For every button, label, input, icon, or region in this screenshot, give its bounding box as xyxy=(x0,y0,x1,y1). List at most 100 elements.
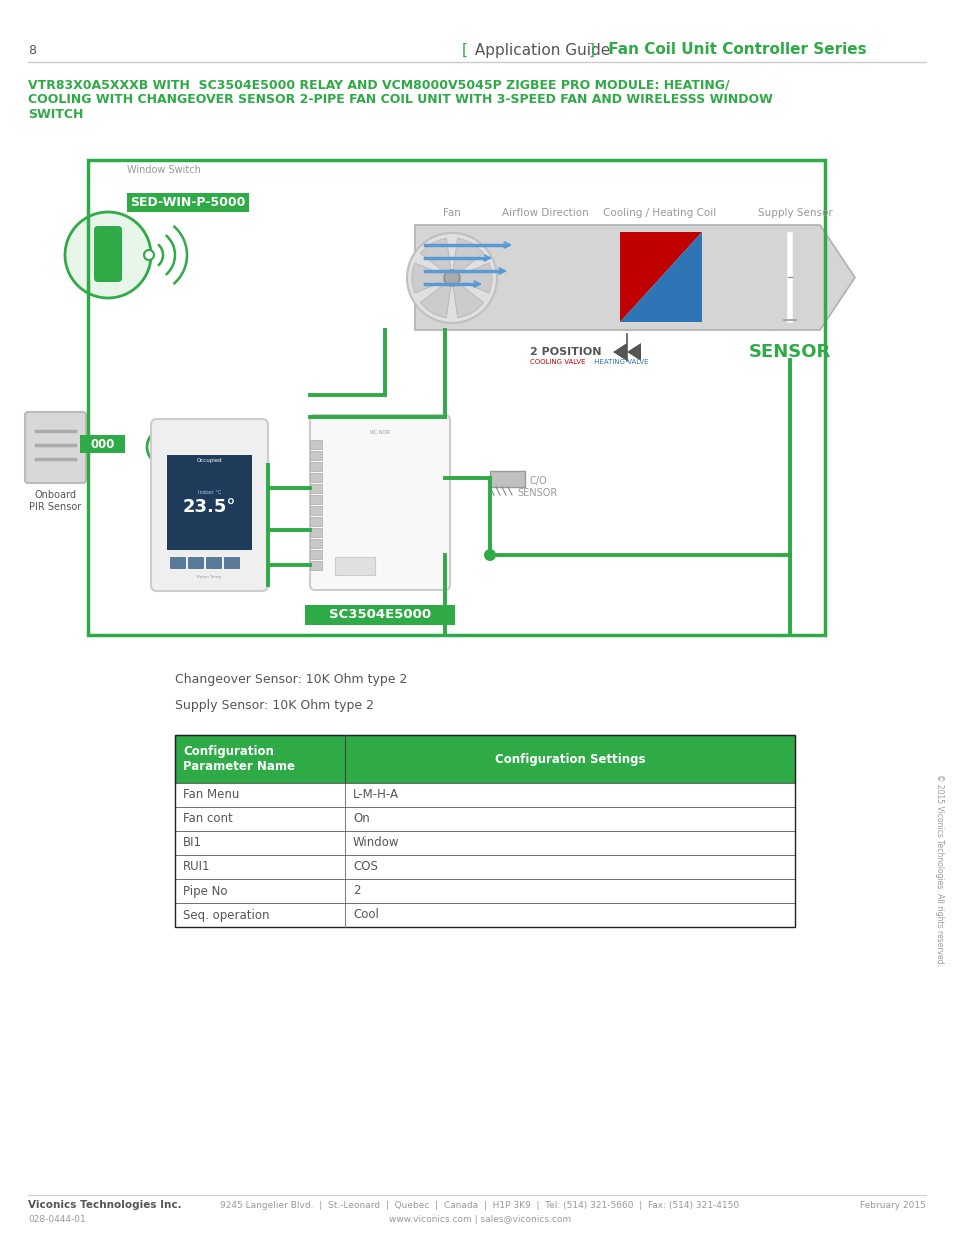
Text: C/O
SENSOR: C/O SENSOR xyxy=(517,475,558,498)
Circle shape xyxy=(147,429,183,466)
Wedge shape xyxy=(452,263,492,293)
FancyBboxPatch shape xyxy=(80,435,125,453)
FancyBboxPatch shape xyxy=(127,193,249,212)
Text: Airflow Direction: Airflow Direction xyxy=(501,207,588,219)
FancyBboxPatch shape xyxy=(310,529,322,537)
Text: Configuration Settings: Configuration Settings xyxy=(495,752,644,766)
Text: Pipe No: Pipe No xyxy=(183,884,227,898)
Text: Fan: Fan xyxy=(442,207,460,219)
FancyBboxPatch shape xyxy=(174,783,794,806)
FancyBboxPatch shape xyxy=(167,454,252,550)
Text: ]: ] xyxy=(588,42,595,58)
Text: Onboard
PIR Sensor: Onboard PIR Sensor xyxy=(30,490,82,511)
Wedge shape xyxy=(420,238,452,278)
FancyBboxPatch shape xyxy=(310,495,322,504)
Text: Configuration
Parameter Name: Configuration Parameter Name xyxy=(183,745,294,773)
Text: COOLING VALVE: COOLING VALVE xyxy=(530,359,585,366)
Text: 000: 000 xyxy=(91,437,114,451)
FancyBboxPatch shape xyxy=(310,538,322,548)
Text: VTR83X0A5XXXB WITH  SC3504E5000 RELAY AND VCM8000V5045P ZIGBEE PRO MODULE: HEATI: VTR83X0A5XXXB WITH SC3504E5000 RELAY AND… xyxy=(28,78,729,91)
Wedge shape xyxy=(452,238,483,278)
Polygon shape xyxy=(613,343,626,361)
FancyBboxPatch shape xyxy=(249,193,254,212)
Text: SED-WIN-P-5000: SED-WIN-P-5000 xyxy=(131,196,246,209)
Text: February 2015: February 2015 xyxy=(860,1200,925,1209)
Text: Fan Menu: Fan Menu xyxy=(183,788,239,802)
Text: Seq. operation: Seq. operation xyxy=(183,909,269,921)
FancyBboxPatch shape xyxy=(310,462,322,471)
Text: Fan Coil Unit Controller Series: Fan Coil Unit Controller Series xyxy=(602,42,865,58)
FancyBboxPatch shape xyxy=(490,471,524,487)
FancyBboxPatch shape xyxy=(174,831,794,855)
FancyBboxPatch shape xyxy=(305,605,455,625)
Text: [: [ xyxy=(461,42,468,58)
FancyBboxPatch shape xyxy=(310,440,322,450)
Text: SWITCH: SWITCH xyxy=(28,107,83,121)
Text: 2 POSITION: 2 POSITION xyxy=(530,347,601,357)
FancyBboxPatch shape xyxy=(174,879,794,903)
FancyBboxPatch shape xyxy=(310,415,450,590)
Text: COOLING WITH CHANGEOVER SENSOR 2-PIPE FAN COIL UNIT WITH 3-SPEED FAN AND WIRELES: COOLING WITH CHANGEOVER SENSOR 2-PIPE FA… xyxy=(28,93,772,106)
FancyBboxPatch shape xyxy=(310,561,322,571)
Wedge shape xyxy=(412,263,452,293)
Text: VIC.NOR: VIC.NOR xyxy=(370,430,390,435)
FancyBboxPatch shape xyxy=(174,855,794,879)
Circle shape xyxy=(443,270,459,287)
Text: SENSOR: SENSOR xyxy=(748,343,830,361)
Wedge shape xyxy=(452,278,483,317)
Text: COS: COS xyxy=(353,861,377,873)
Circle shape xyxy=(483,550,496,561)
Text: Indoor °C: Indoor °C xyxy=(197,490,221,495)
FancyBboxPatch shape xyxy=(224,557,240,569)
Text: 23.5°: 23.5° xyxy=(183,499,236,516)
FancyBboxPatch shape xyxy=(151,419,268,592)
Text: Window Switch: Window Switch xyxy=(127,165,201,175)
FancyBboxPatch shape xyxy=(170,557,186,569)
FancyBboxPatch shape xyxy=(174,806,794,831)
FancyBboxPatch shape xyxy=(310,484,322,493)
Text: SC3504E5000: SC3504E5000 xyxy=(329,609,431,621)
Text: On: On xyxy=(353,813,370,825)
Text: 8: 8 xyxy=(28,43,36,57)
Text: 9245 Langelier Blvd.  |  St.-Leonard  |  Quebec  |  Canada  |  H1P 3K9  |  Tel: : 9245 Langelier Blvd. | St.-Leonard | Que… xyxy=(220,1200,739,1209)
FancyBboxPatch shape xyxy=(310,473,322,482)
Polygon shape xyxy=(619,232,701,322)
Polygon shape xyxy=(619,232,701,322)
FancyBboxPatch shape xyxy=(310,550,322,559)
FancyBboxPatch shape xyxy=(174,903,794,927)
Text: L-M-H-A: L-M-H-A xyxy=(353,788,398,802)
FancyBboxPatch shape xyxy=(310,451,322,459)
Circle shape xyxy=(144,249,153,261)
Text: RUI1: RUI1 xyxy=(183,861,211,873)
Text: Changeover Sensor: 10K Ohm type 2: Changeover Sensor: 10K Ohm type 2 xyxy=(174,673,407,687)
Text: Cooling / Heating Coil: Cooling / Heating Coil xyxy=(602,207,716,219)
FancyBboxPatch shape xyxy=(335,557,375,576)
FancyBboxPatch shape xyxy=(174,735,794,783)
FancyBboxPatch shape xyxy=(310,506,322,515)
FancyBboxPatch shape xyxy=(25,412,86,483)
Text: Supply Sensor: Supply Sensor xyxy=(757,207,832,219)
Text: Supply Sensor: 10K Ohm type 2: Supply Sensor: 10K Ohm type 2 xyxy=(174,699,374,711)
FancyBboxPatch shape xyxy=(94,226,122,282)
Text: BI1: BI1 xyxy=(183,836,202,850)
Text: HEATING VALVE: HEATING VALVE xyxy=(592,359,648,366)
Text: Fan cont: Fan cont xyxy=(183,813,233,825)
FancyBboxPatch shape xyxy=(206,557,222,569)
Text: Window: Window xyxy=(353,836,399,850)
Circle shape xyxy=(407,233,497,324)
Text: Cool: Cool xyxy=(353,909,378,921)
Text: Occupied: Occupied xyxy=(196,458,222,463)
Text: 028-0444-01: 028-0444-01 xyxy=(28,1214,86,1224)
Polygon shape xyxy=(415,225,854,330)
Text: Application Guide: Application Guide xyxy=(470,42,615,58)
Polygon shape xyxy=(626,343,640,361)
FancyBboxPatch shape xyxy=(310,517,322,526)
Text: www.viconics.com | sales@viconics.com: www.viconics.com | sales@viconics.com xyxy=(389,1214,571,1224)
Text: Viconics Technologies Inc.: Viconics Technologies Inc. xyxy=(28,1200,181,1210)
Text: 2: 2 xyxy=(353,884,360,898)
Text: Room Temp: Room Temp xyxy=(197,576,221,579)
FancyBboxPatch shape xyxy=(188,557,204,569)
Circle shape xyxy=(65,212,151,298)
Wedge shape xyxy=(420,278,452,317)
Text: © 2015 Viconics Technologies. All rights reserved.: © 2015 Viconics Technologies. All rights… xyxy=(935,774,943,966)
